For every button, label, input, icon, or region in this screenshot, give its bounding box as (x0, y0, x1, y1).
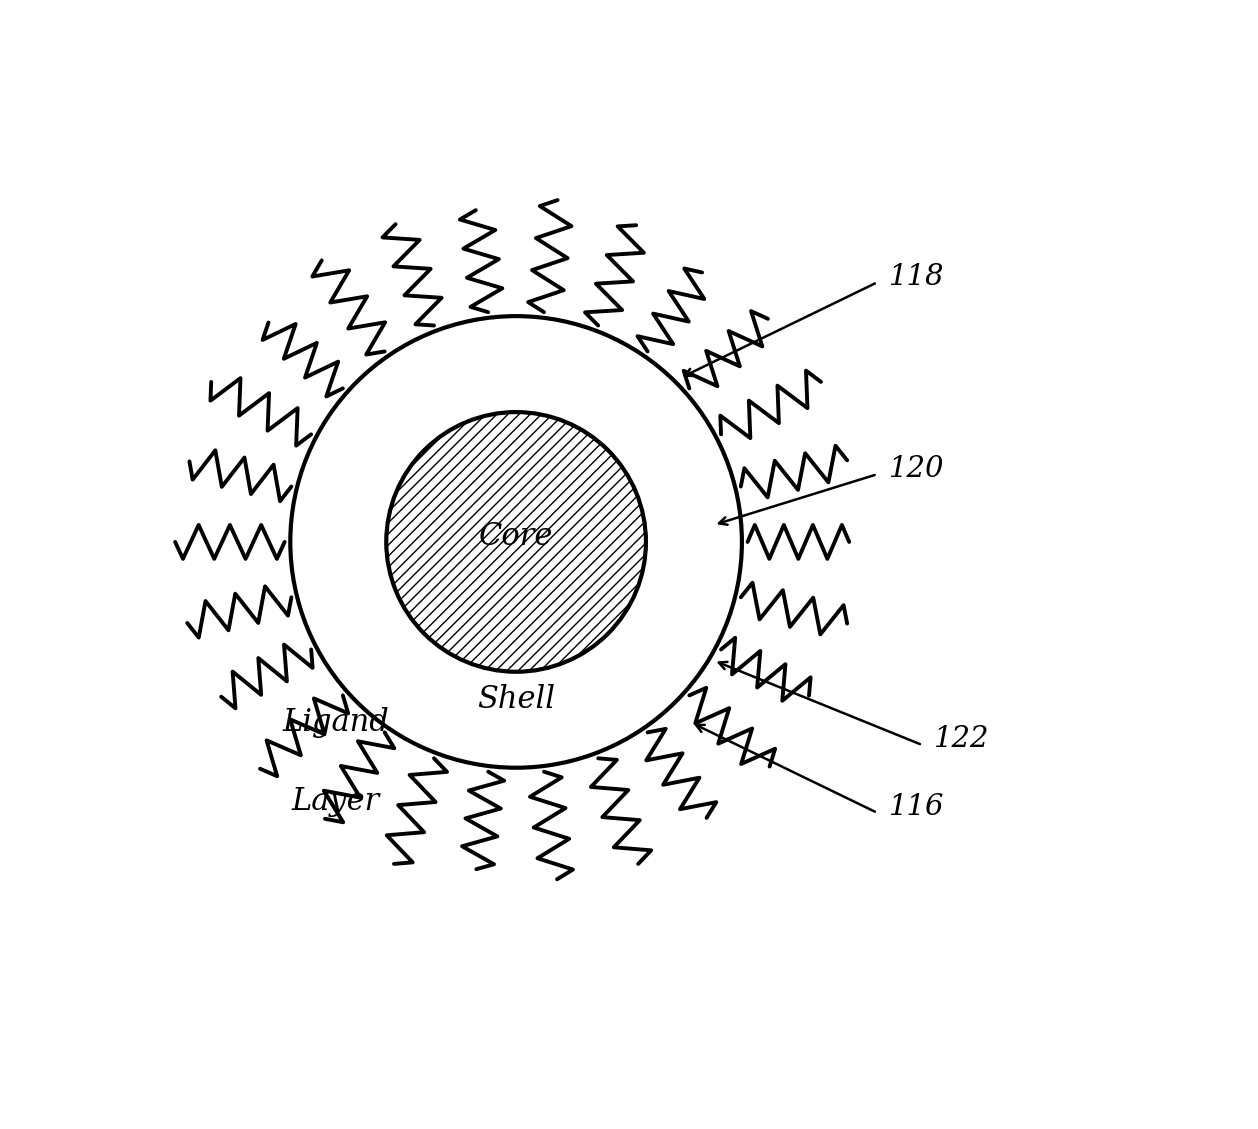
Text: 116: 116 (888, 794, 945, 821)
Circle shape (386, 412, 645, 672)
Text: 118: 118 (888, 263, 945, 290)
Text: 122: 122 (933, 726, 989, 753)
Text: Layer: Layer (292, 786, 380, 817)
Text: Ligand: Ligand (282, 707, 389, 738)
Text: Shell: Shell (477, 684, 555, 716)
Circle shape (291, 316, 742, 768)
Text: Core: Core (479, 520, 554, 552)
Text: 120: 120 (888, 455, 945, 482)
